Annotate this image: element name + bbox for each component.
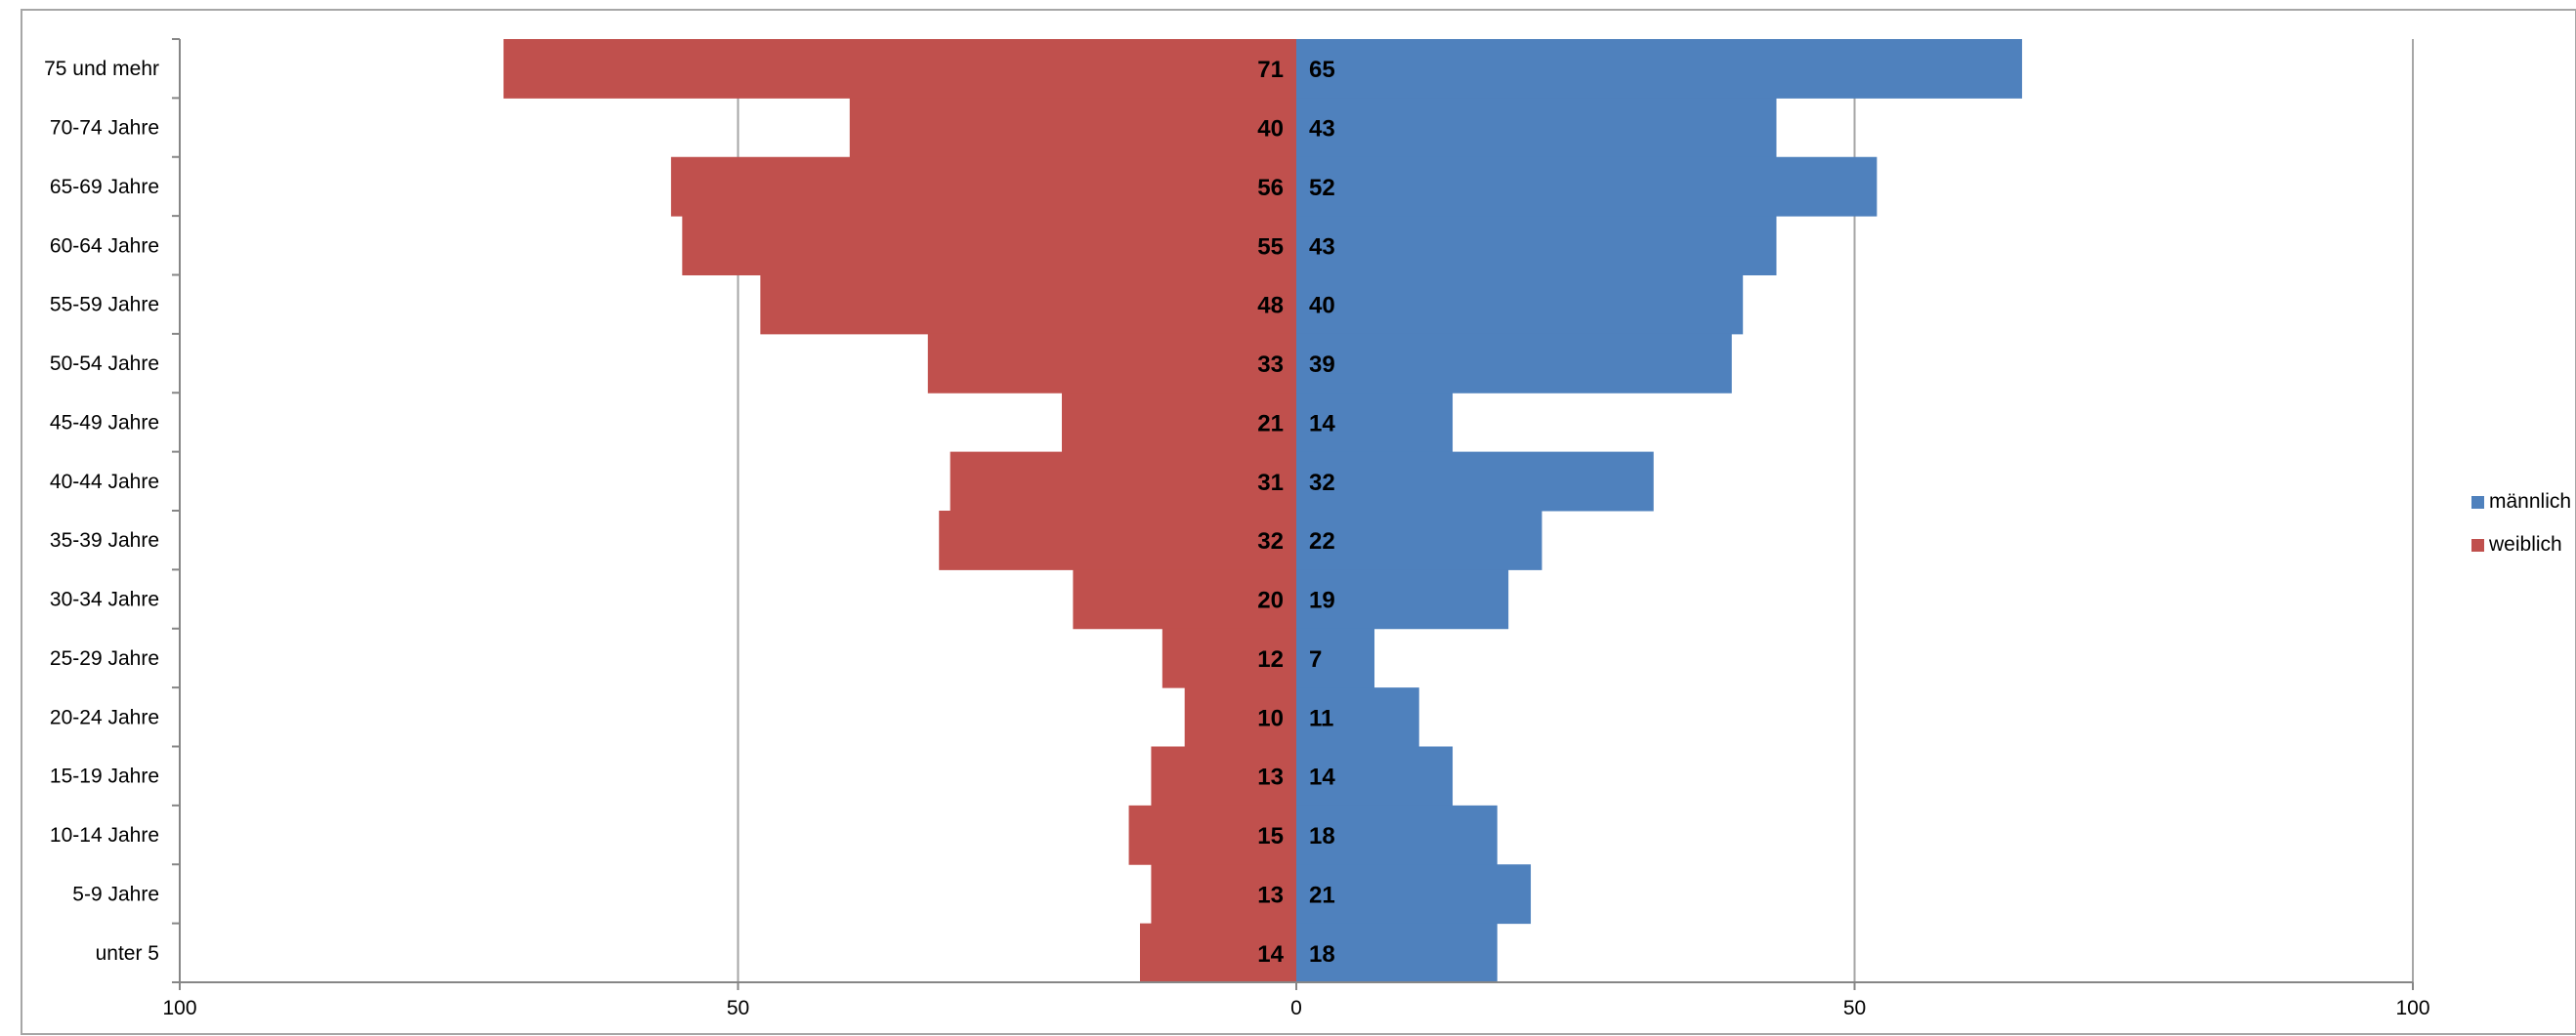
legend: männlich weiblich [2471, 490, 2571, 556]
x-tick-label: 100 [162, 997, 196, 1019]
category-label: 5-9 Jahre [72, 883, 159, 905]
data-label-maennlich: 32 [1309, 470, 1335, 496]
bar-maennlich [1296, 746, 1454, 807]
x-tick-label: 0 [1290, 997, 1302, 1019]
bar-maennlich [1296, 333, 1732, 394]
data-label-weiblich: 32 [1257, 528, 1284, 555]
category-label: 15-19 Jahre [50, 766, 159, 788]
bar-maennlich [1296, 216, 1777, 275]
data-label-maennlich: 22 [1309, 528, 1335, 555]
chart-border [21, 9, 2576, 1035]
bar-weiblich [682, 216, 1296, 275]
bar-maennlich [1296, 805, 1498, 865]
data-label-weiblich: 14 [1257, 941, 1284, 968]
data-label-weiblich: 56 [1257, 175, 1284, 201]
bar-weiblich [1151, 864, 1296, 925]
data-label-weiblich: 48 [1257, 293, 1284, 319]
data-label-weiblich: 33 [1257, 352, 1284, 378]
bar-weiblich [1073, 569, 1296, 630]
bar-maennlich [1296, 569, 1509, 630]
bar-weiblich [1151, 746, 1296, 807]
category-label: 10-14 Jahre [50, 824, 159, 847]
data-label-weiblich: 12 [1257, 646, 1284, 673]
x-tick-label: 50 [1843, 997, 1866, 1019]
data-label-weiblich: 31 [1257, 470, 1284, 496]
bar-weiblich [1184, 687, 1296, 747]
bar-maennlich [1296, 39, 2022, 99]
bar-weiblich [950, 451, 1296, 512]
bar-weiblich [1128, 805, 1296, 865]
data-labels: 71 65 40 43 56 52 55 43 48 40 33 39 21 14 31 32 32 22 20 19… [1257, 57, 1335, 968]
data-label-maennlich: 52 [1309, 175, 1335, 201]
category-label: 65-69 Jahre [50, 176, 159, 198]
bar-weiblich [503, 39, 1296, 99]
data-label-weiblich: 13 [1257, 882, 1284, 908]
bar-weiblich [1139, 923, 1296, 983]
legend-label: weiblich [2488, 533, 2562, 556]
data-label-maennlich: 21 [1309, 882, 1335, 908]
data-label-maennlich: 65 [1309, 57, 1335, 83]
data-label-maennlich: 39 [1309, 352, 1335, 378]
bar-maennlich [1296, 98, 1777, 158]
bar-weiblich [1161, 628, 1296, 688]
bar-maennlich [1296, 687, 1419, 747]
bar-maennlich [1296, 451, 1654, 512]
bar-weiblich [760, 274, 1296, 335]
bar-weiblich [939, 511, 1296, 570]
legend-label: männlich [2489, 490, 2571, 513]
category-label: 35-39 Jahre [50, 529, 159, 552]
data-label-maennlich: 11 [1309, 705, 1333, 731]
bar-weiblich [670, 156, 1296, 217]
data-label-maennlich: 7 [1309, 646, 1322, 673]
data-label-maennlich: 14 [1309, 410, 1335, 436]
data-label-weiblich: 20 [1257, 588, 1284, 614]
category-label: 30-34 Jahre [50, 589, 159, 611]
category-label: 75 und mehr [44, 58, 159, 80]
x-tick-label: 100 [2395, 997, 2429, 1019]
bar-maennlich [1296, 864, 1532, 925]
bar-maennlich [1296, 393, 1454, 453]
data-label-maennlich: 18 [1309, 941, 1335, 968]
bar-maennlich [1296, 511, 1542, 570]
data-label-weiblich: 21 [1257, 410, 1284, 436]
bar-maennlich [1296, 156, 1878, 217]
bar-weiblich [1061, 393, 1296, 453]
bar-maennlich [1296, 274, 1744, 335]
data-label-weiblich: 10 [1257, 705, 1284, 731]
category-label: 45-49 Jahre [50, 411, 159, 434]
bar-weiblich [927, 333, 1296, 394]
data-label-weiblich: 40 [1257, 116, 1284, 143]
category-label: 20-24 Jahre [50, 706, 159, 728]
axes: 100 50 0 50 100 75 und mehr 70-74 Jahre 65-69 J… [44, 38, 2430, 1019]
data-label-maennlich: 43 [1309, 233, 1335, 260]
data-label-weiblich: 55 [1257, 233, 1284, 260]
data-label-weiblich: 71 [1257, 57, 1284, 83]
bars [503, 39, 2022, 983]
category-label: 50-54 Jahre [50, 352, 159, 375]
category-label: 40-44 Jahre [50, 471, 159, 493]
bar-maennlich [1296, 923, 1498, 983]
legend-swatch [2471, 496, 2484, 509]
category-label: 25-29 Jahre [50, 647, 159, 670]
category-label: unter 5 [96, 942, 159, 965]
data-label-weiblich: 13 [1257, 765, 1284, 791]
x-tick-label: 50 [727, 997, 749, 1019]
bar-weiblich [849, 98, 1296, 158]
data-label-maennlich: 40 [1309, 293, 1335, 319]
data-label-weiblich: 15 [1257, 823, 1284, 850]
category-label: 70-74 Jahre [50, 117, 159, 140]
category-label: 60-64 Jahre [50, 234, 159, 257]
data-label-maennlich: 18 [1309, 823, 1335, 850]
data-label-maennlich: 19 [1309, 588, 1335, 614]
data-label-maennlich: 43 [1309, 116, 1335, 143]
legend-swatch [2471, 539, 2484, 552]
category-label: 55-59 Jahre [50, 294, 159, 316]
bar-maennlich [1296, 628, 1375, 688]
data-label-maennlich: 14 [1309, 765, 1335, 791]
